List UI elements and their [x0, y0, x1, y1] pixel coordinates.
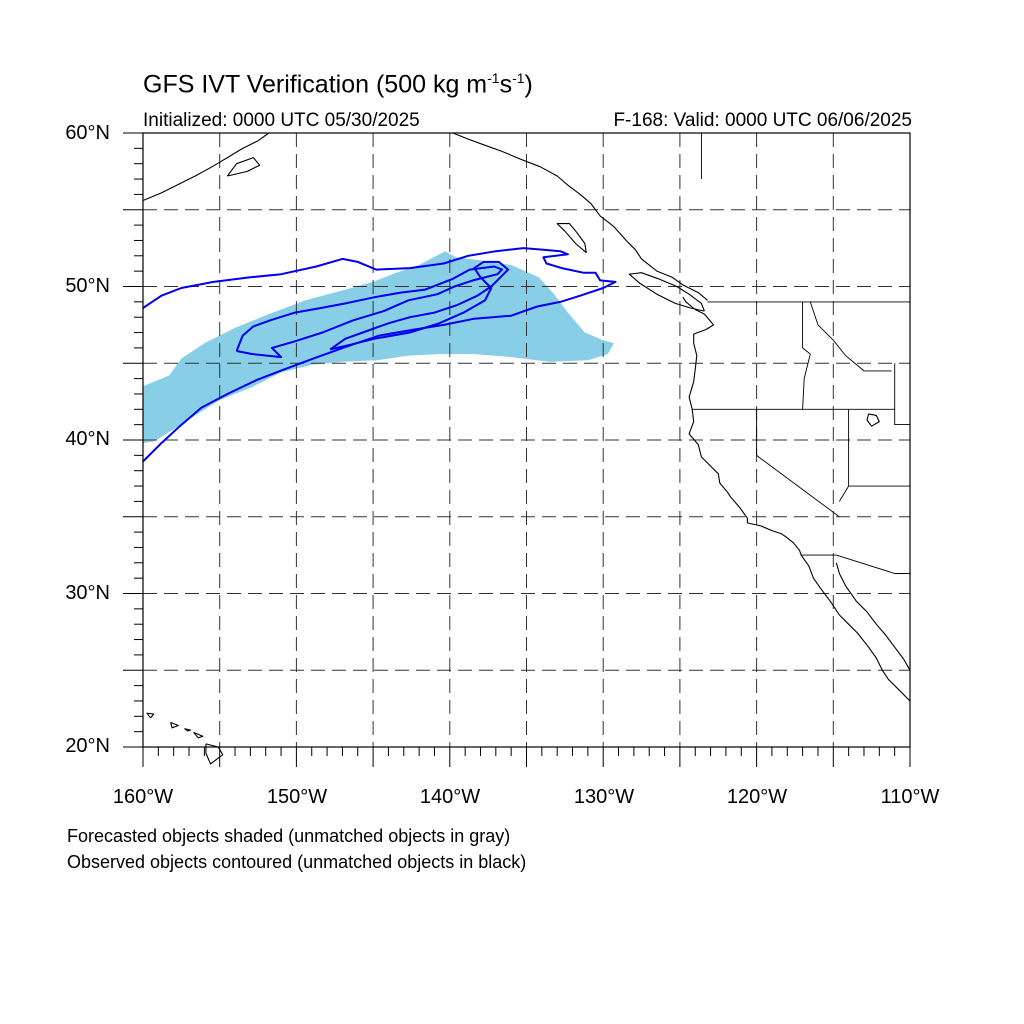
observed-object-outer-contour	[142, 247, 617, 463]
lat-label-30n: 30°N	[65, 582, 110, 604]
alaska-peninsula-coastline	[142, 132, 270, 202]
hawaiian-island	[170, 721, 179, 729]
political-border	[894, 363, 910, 426]
north-america-coastline	[682, 296, 911, 702]
political-border	[809, 301, 892, 372]
lon-label-160w: 160°W	[112, 786, 174, 808]
observed-note: Observed objects contoured (unmatched ob…	[67, 852, 527, 872]
observed-object-tail-contour	[329, 260, 510, 351]
great-salt-lake	[866, 413, 880, 427]
lat-label-20n: 20°N	[65, 735, 110, 757]
lon-label-130w: 130°W	[573, 786, 635, 808]
political-border	[802, 301, 811, 410]
map-title: GFS IVT Verification (500 kg m-1s-1)	[143, 70, 533, 99]
british-columbia-alaska-coastline	[452, 132, 708, 301]
lon-label-150w: 150°W	[266, 786, 328, 808]
political-border	[801, 554, 910, 574]
political-border	[839, 409, 850, 502]
lat-label-50n: 50°N	[65, 275, 110, 297]
gulf-of-california-coastline	[835, 562, 911, 671]
hawaiian-island	[146, 712, 155, 719]
forecast-object-shading	[143, 251, 614, 444]
hawaiian-island	[184, 728, 192, 732]
hawaiian-island	[193, 731, 204, 739]
lat-label-40n: 40°N	[65, 428, 110, 450]
forecast-note: Forecasted objects shaded (unmatched obj…	[67, 826, 511, 846]
valid-time-label: F-168: Valid: 0000 UTC 06/06/2025	[613, 110, 912, 131]
political-border	[756, 409, 840, 518]
initialized-label: Initialized: 0000 UTC 05/30/2025	[143, 110, 420, 131]
kodiak-island	[226, 157, 261, 177]
lat-label-60n: 60°N	[65, 122, 110, 144]
lon-label-140w: 140°W	[419, 786, 481, 808]
observed-object-inner-contour	[235, 265, 503, 359]
haida-gwaii-island	[556, 223, 587, 254]
vancouver-island	[628, 272, 705, 312]
lon-label-120w: 120°W	[726, 786, 788, 808]
lon-label-110w: 110°W	[880, 786, 940, 808]
